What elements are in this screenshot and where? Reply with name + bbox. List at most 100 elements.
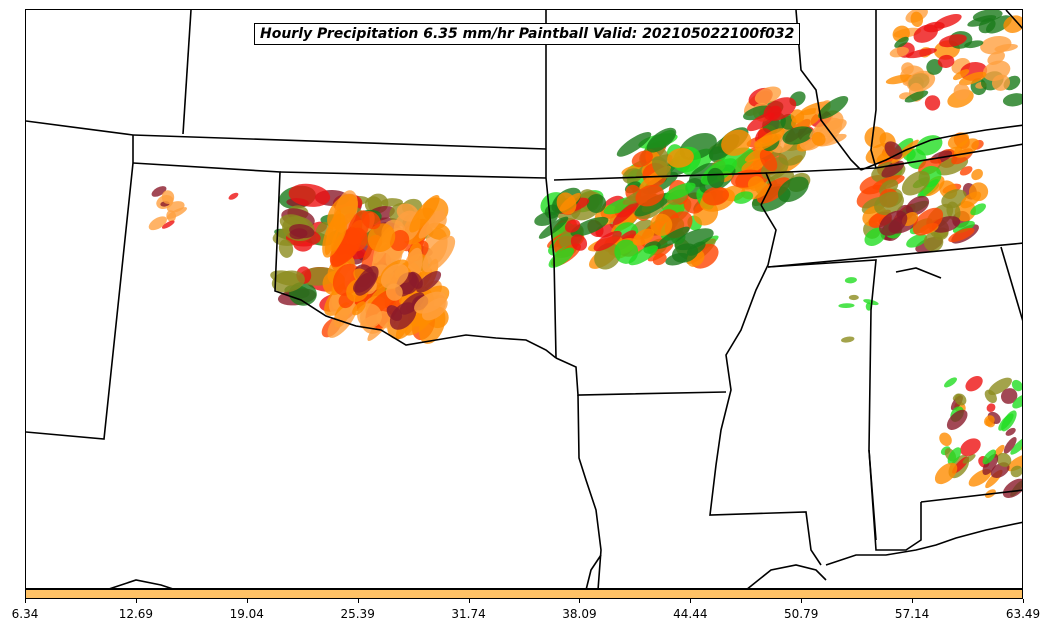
precip-blob (906, 70, 936, 92)
precip-blob (359, 314, 383, 329)
precip-blob (664, 182, 696, 200)
border-ms-river (709, 204, 822, 566)
precip-blob (848, 294, 859, 301)
precip-blob (864, 126, 887, 148)
precip-blob (628, 245, 659, 266)
precip-blob (952, 69, 970, 81)
precip-blob (148, 216, 167, 231)
precip-blob (667, 147, 694, 168)
border-fl (920, 489, 1022, 503)
precip-blob (906, 234, 928, 248)
colorbar-tick-mark (468, 599, 470, 603)
precip-blob (948, 227, 975, 243)
border-ga-al (868, 449, 922, 551)
precip-blob (934, 462, 958, 485)
colorbar-tick-mark (25, 599, 26, 603)
precip-blob (538, 216, 569, 239)
precip-blob (818, 95, 849, 119)
precip-blob (741, 158, 765, 174)
precip-blob (939, 432, 952, 447)
precip-blob (586, 194, 607, 213)
precip-blob (721, 129, 752, 156)
precip-blob (970, 203, 986, 216)
precip-blob (809, 114, 834, 138)
precip-blob (958, 71, 987, 86)
precip-blob (953, 138, 980, 158)
precip-blob (954, 393, 967, 406)
precip-blob (777, 176, 809, 203)
state-borders (26, 10, 1022, 588)
precip-blob (354, 265, 379, 296)
colorbar-ticks: 6.34 12.69 19.04 25.39 31.74 38.09 44.44 50.79 5… (0, 599, 1053, 633)
border-co-west (26, 120, 134, 136)
border-nm-west (26, 162, 134, 440)
precip-blob (894, 36, 909, 49)
border-ok-ks (279, 171, 547, 179)
precip-blob (396, 203, 419, 222)
colorbar-tick-mark (135, 599, 137, 603)
border-ga (1000, 246, 1022, 322)
precip-blob (901, 62, 914, 75)
precip-blob (1002, 478, 1022, 499)
colorbar-tick-label: 12.69 (118, 607, 154, 621)
precip-blob (593, 230, 622, 252)
precip-blob (747, 176, 765, 192)
precip-blob (327, 193, 358, 230)
precip-blob (904, 90, 929, 103)
precip-blob (953, 83, 970, 101)
precip-blob (289, 224, 315, 239)
colorbar-tick-mark (246, 599, 248, 603)
precip-blob (988, 377, 1012, 396)
precip-blob (946, 409, 968, 430)
precip-blob (998, 413, 1014, 431)
precip-blob (548, 247, 575, 268)
precip-blob (330, 221, 348, 252)
precip-blob (1010, 465, 1022, 478)
precip-blob (984, 389, 997, 404)
precip-blob (910, 11, 924, 28)
colorbar-tick-mark (1023, 599, 1024, 603)
colorbar-tick-mark (579, 599, 581, 603)
precip-blob (647, 243, 674, 262)
precip-blob (616, 132, 652, 157)
precip-blob (380, 263, 409, 289)
precip-blob (166, 207, 187, 219)
precip-blob (811, 131, 826, 146)
precip-blob (166, 201, 185, 213)
precip-blob (631, 150, 653, 168)
colorbar-tick-label: 6.34 (11, 607, 39, 621)
colorbar-tick-label: 44.44 (673, 607, 708, 621)
colorbar-tick-label: 25.39 (340, 607, 375, 621)
coastline-gulf (585, 521, 1022, 588)
map-title: Hourly Precipitation 6.35 mm/hr Paintbal… (254, 23, 801, 45)
precip-blob (934, 13, 962, 29)
precip-blob (409, 195, 440, 233)
precip-blob (652, 156, 671, 179)
precip-blob (959, 166, 973, 176)
border-tn-al (767, 242, 1022, 268)
precip-blob (408, 271, 423, 289)
border-mo-ar (553, 172, 772, 206)
precip-blob (1002, 93, 1022, 107)
precip-blob (967, 15, 997, 27)
border-ks-ne (132, 134, 547, 150)
precip-blob (952, 220, 975, 234)
precip-blob (965, 375, 983, 392)
precip-blob (986, 403, 996, 413)
colorbar-tick-label: 63.49 (1005, 607, 1041, 621)
precip-blob (863, 299, 879, 306)
precip-blob (288, 183, 331, 207)
precip-blob (985, 15, 1012, 34)
precip-blob (1011, 379, 1022, 392)
precip-blob (612, 201, 639, 226)
border-ne-sd (182, 10, 192, 135)
precip-blob (982, 453, 999, 475)
precip-blob (418, 209, 445, 239)
precip-blob (422, 235, 456, 273)
precip-blob (635, 184, 665, 207)
precip-blob (650, 213, 673, 236)
precip-blob (1003, 437, 1017, 454)
precip-blob (1003, 15, 1022, 34)
precip-blob (559, 192, 581, 212)
border-ks-mo-ar (545, 149, 557, 359)
